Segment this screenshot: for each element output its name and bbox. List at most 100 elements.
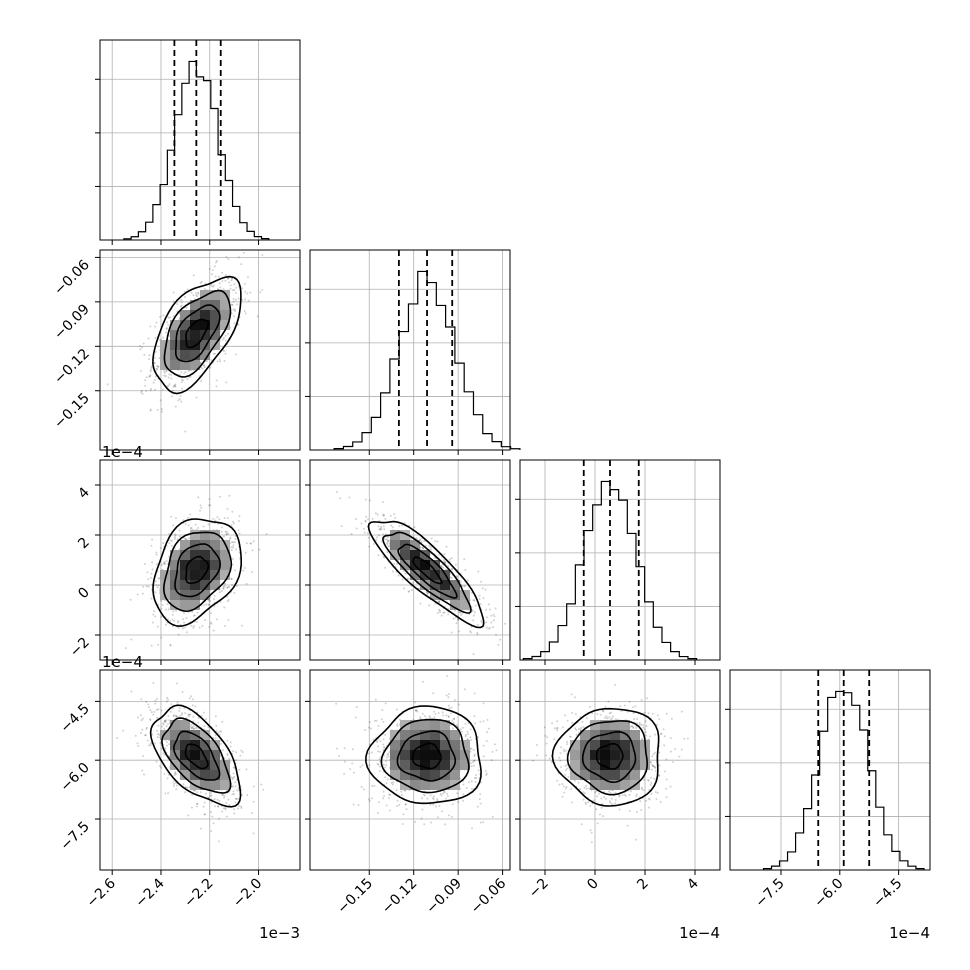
scatter-point (414, 820, 417, 823)
scatter-point (203, 801, 206, 804)
scatter-point (165, 740, 168, 743)
scatter-point (197, 292, 200, 295)
y-offset-label: 1e−4 (102, 443, 143, 461)
scatter-point (138, 345, 141, 348)
scatter-point (155, 551, 158, 554)
scatter-point (231, 563, 234, 566)
scatter-point (385, 760, 388, 763)
scatter-point (398, 525, 401, 528)
scatter-point (171, 614, 174, 617)
scatter-point (674, 748, 677, 751)
scatter-point (471, 787, 474, 790)
density-cell (170, 570, 180, 580)
scatter-point (470, 780, 473, 783)
scatter-point (217, 840, 220, 843)
scatter-point (172, 785, 175, 788)
scatter-point (472, 619, 475, 622)
scatter-point (348, 496, 351, 499)
scatter-point (244, 312, 247, 315)
scatter-point (165, 744, 168, 747)
scatter-point (147, 578, 150, 581)
scatter-point (166, 603, 169, 606)
contour-line (367, 520, 485, 629)
scatter-point (461, 726, 464, 729)
scatter-point (196, 611, 199, 614)
scatter-point (442, 559, 445, 562)
contour-line (173, 730, 221, 781)
scatter-point (471, 827, 474, 830)
scatter-point (477, 570, 480, 573)
scatter-point (170, 703, 173, 706)
scatter-point (459, 611, 462, 614)
scatter-point (180, 387, 183, 390)
scatter-point (473, 753, 476, 756)
density-cell (420, 580, 430, 590)
density-cell (220, 570, 230, 580)
scatter-point (229, 284, 232, 287)
density-cell (440, 750, 450, 760)
scatter-point (473, 776, 476, 779)
scatter-point (226, 586, 229, 589)
scatter-point (383, 514, 386, 517)
panel-frame (309, 669, 511, 871)
y-tick-label: −4.5 (57, 701, 92, 736)
scatter-point (442, 792, 445, 795)
scatter-point (428, 545, 431, 548)
scatter-point (474, 774, 477, 777)
scatter-point (233, 775, 236, 778)
scatter-point (149, 744, 152, 747)
scatter-point (370, 751, 373, 754)
scatter-point (340, 525, 343, 528)
scatter-point (472, 653, 475, 656)
scatter-point (235, 798, 238, 801)
scatter-point (245, 768, 248, 771)
scatter-point (197, 526, 200, 529)
density-cells (160, 720, 230, 790)
density-cell (210, 550, 220, 560)
scatter-point (165, 719, 168, 722)
scatter-point (199, 791, 202, 794)
density-cell (420, 780, 430, 790)
scatter-point (491, 815, 494, 818)
y-tick-label: −2 (67, 635, 93, 661)
scatter-point (141, 769, 144, 772)
density-cell (210, 310, 220, 320)
scatter-point (151, 538, 154, 541)
density-cell (190, 600, 200, 610)
density-cell (430, 580, 440, 590)
scatter-point (354, 716, 357, 719)
density-cell (170, 560, 180, 570)
scatter-point (149, 718, 152, 721)
scatter-point (395, 789, 398, 792)
scatter-point (222, 587, 225, 590)
scatter-point (450, 557, 453, 560)
contour-line (162, 531, 232, 613)
scatter-point (465, 733, 468, 736)
scatter-point (484, 588, 487, 591)
density-cell (200, 340, 210, 350)
scatter-point (382, 749, 385, 752)
scatter-point (163, 719, 166, 722)
scatter-point (366, 518, 369, 521)
scatter-point (187, 516, 190, 519)
scatter-point (379, 756, 382, 759)
density-cell (400, 740, 410, 750)
scatter-point (182, 783, 185, 786)
scatter-point (234, 759, 237, 762)
scatter-point (415, 709, 418, 712)
scatter-point (183, 621, 186, 624)
density-cell (170, 320, 180, 330)
scatter-point (370, 727, 373, 730)
scatter-point (436, 816, 439, 819)
scatter-point (201, 624, 204, 627)
scatter-point (144, 734, 147, 737)
scatter-point (149, 408, 152, 411)
scatter-point (230, 303, 233, 306)
scatter-point (160, 766, 163, 769)
scatter-point (174, 385, 177, 388)
scatter-point (367, 726, 370, 729)
scatter-point (419, 602, 422, 605)
density-cell (210, 300, 220, 310)
scatter-point (366, 532, 369, 535)
scatter-point (215, 385, 218, 388)
